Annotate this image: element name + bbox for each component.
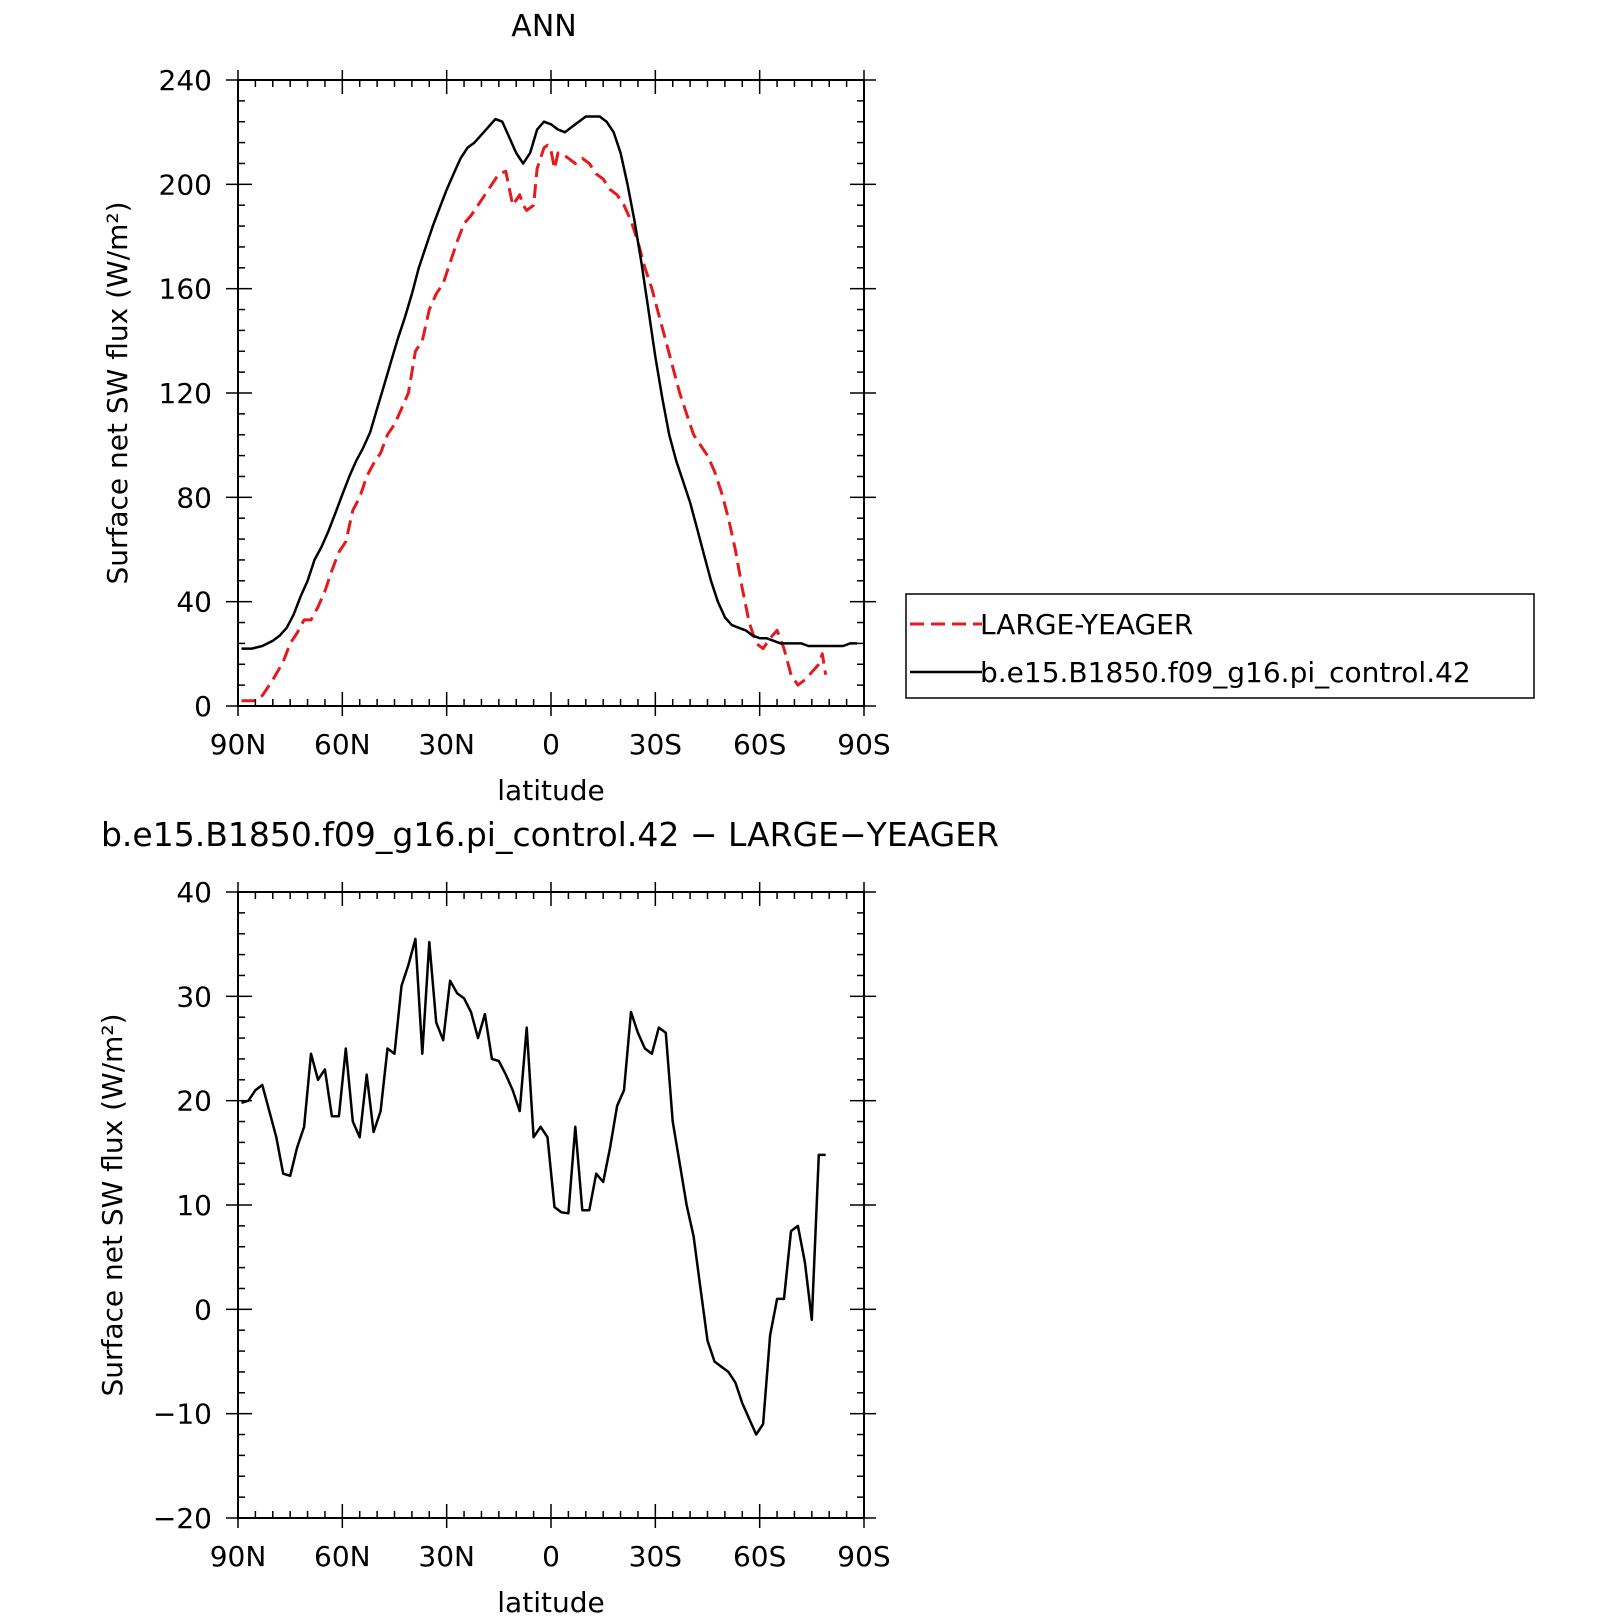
- bottom-ticks-layer: 90N 60N 30N 0 30S 60S 90S −20 −10 0 10 20 30 40: [153, 876, 891, 1573]
- legend-label-pi-control: b.e15.B1850.f09_g16.pi_control.42: [980, 656, 1471, 689]
- bottom-x-tick-label: 30N: [418, 1540, 475, 1573]
- top-x-tick-label: 60S: [733, 728, 786, 761]
- top-y-tick-label: 80: [176, 481, 212, 514]
- top-panel-title: ANN: [511, 9, 576, 44]
- top-plot-frame: [237, 79, 865, 707]
- top-x-tick-label: 60N: [314, 728, 371, 761]
- top-series-line-large-yeager: [241, 143, 828, 703]
- bottom-y-tick-label: 10: [176, 1189, 212, 1222]
- top-y-tick-label: 240: [159, 64, 212, 97]
- top-ticks-layer: 90N 60N 30N 0 30S 60S 90S 0 40 80 120 160 200 240: [159, 64, 891, 761]
- bottom-panel: b.e15.B1850.f09_g16.pi_control.42 − LARG…: [96, 815, 999, 1619]
- top-x-tick-label: 30S: [629, 728, 682, 761]
- bottom-y-tick-label: 20: [176, 1085, 212, 1118]
- bottom-y-tick-label: 40: [176, 876, 212, 909]
- top-x-tick-label: 0: [542, 728, 560, 761]
- top-x-axis-label: latitude: [497, 774, 604, 807]
- bottom-y-tick-label: 0: [194, 1293, 212, 1326]
- bottom-y-tick-label: −10: [153, 1398, 212, 1431]
- top-panel: ANN 90N 60N 30N 0 30S 60S 90S 0 40 80 120 160 200 240…: [101, 9, 891, 807]
- bottom-x-axis-label: latitude: [497, 1586, 604, 1619]
- top-y-tick-label: 200: [159, 168, 212, 201]
- bottom-x-tick-label: 90S: [837, 1540, 890, 1573]
- bottom-plot-frame: [237, 891, 865, 1519]
- bottom-y-tick-label: 30: [176, 980, 212, 1013]
- top-x-tick-label: 90N: [210, 728, 267, 761]
- legend-box: [905, 593, 1535, 699]
- top-y-tick-label: 0: [194, 690, 212, 723]
- bottom-y-axis-label: Surface net SW flux (W/m²): [96, 1013, 129, 1396]
- top-x-tick-label: 90S: [837, 728, 890, 761]
- top-y-tick-label: 160: [159, 273, 212, 306]
- legend-label-large-yeager: LARGE-YEAGER: [980, 608, 1193, 641]
- bottom-series-layer: [241, 937, 826, 1436]
- top-series-layer: [241, 115, 857, 703]
- bottom-x-tick-label: 60N: [314, 1540, 371, 1573]
- top-y-axis-label: Surface net SW flux (W/m²): [101, 201, 134, 584]
- bottom-x-tick-label: 30S: [629, 1540, 682, 1573]
- bottom-panel-title: b.e15.B1850.f09_g16.pi_control.42 − LARG…: [101, 815, 999, 854]
- top-series-line-b-e15-b1850-f09-g16-pi-control-42: [241, 115, 857, 650]
- bottom-x-tick-label: 0: [542, 1540, 560, 1573]
- bottom-x-tick-label: 90N: [210, 1540, 267, 1573]
- bottom-y-tick-label: −20: [153, 1502, 212, 1535]
- bottom-series-line-difference: [241, 937, 826, 1436]
- top-y-tick-label: 120: [159, 377, 212, 410]
- legend: LARGE-YEAGER b.e15.B1850.f09_g16.pi_cont…: [905, 593, 1535, 699]
- top-y-tick-label: 40: [176, 586, 212, 619]
- bottom-x-tick-label: 60S: [733, 1540, 786, 1573]
- top-x-tick-label: 30N: [418, 728, 475, 761]
